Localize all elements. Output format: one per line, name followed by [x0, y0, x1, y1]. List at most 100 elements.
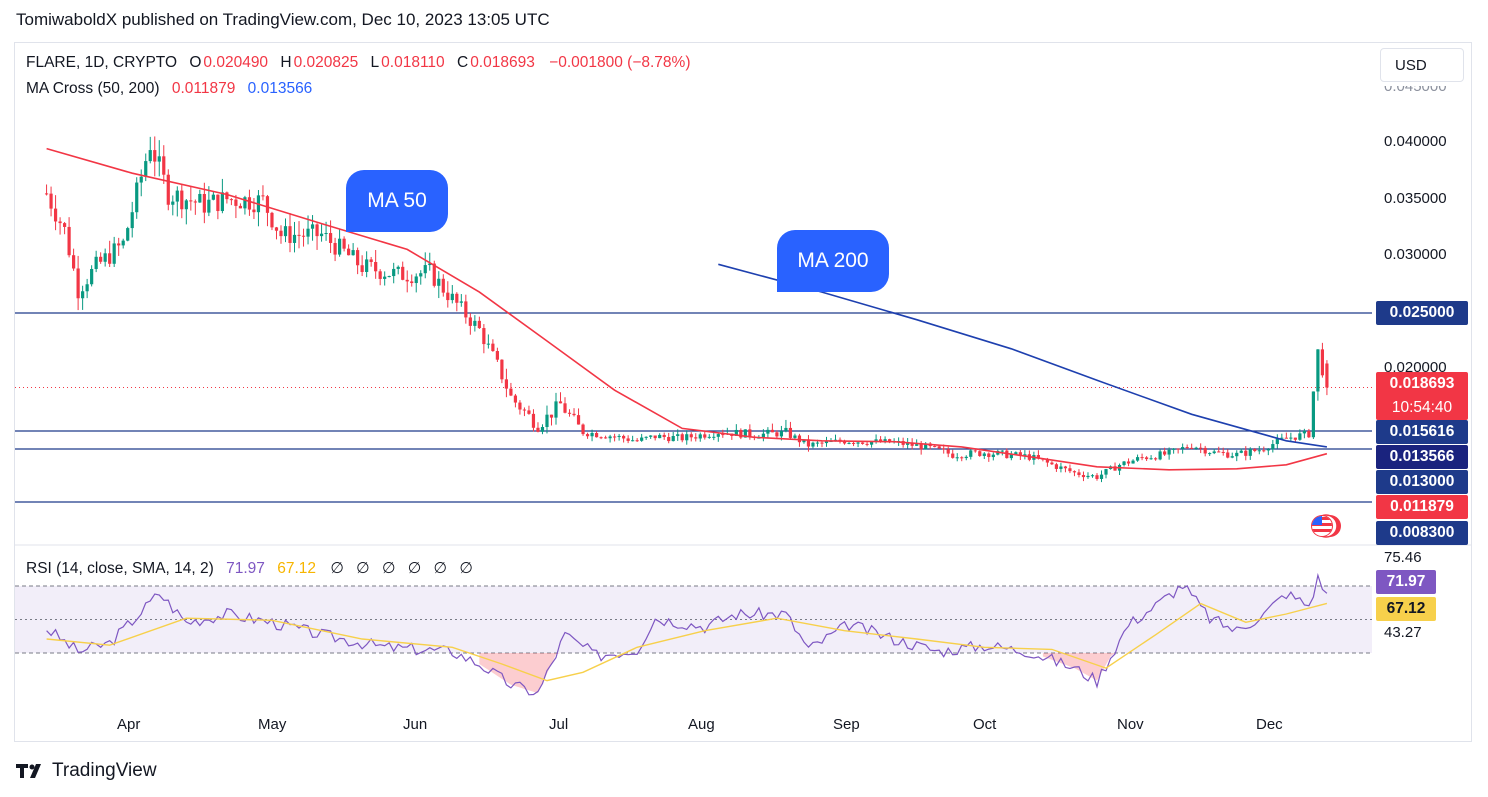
us-flag-icon[interactable]	[1310, 512, 1342, 540]
candle-body	[1140, 457, 1144, 459]
symbol-label[interactable]: FLARE, 1D, CRYPTO	[26, 54, 178, 71]
rsi-extra-values: ∅ ∅ ∅ ∅ ∅ ∅	[330, 560, 477, 577]
candle-body	[1226, 452, 1230, 458]
candle-body	[915, 444, 919, 446]
candle-body	[1135, 457, 1140, 461]
ma200-callout: MA 200	[777, 230, 889, 292]
candle-body	[1158, 451, 1162, 460]
candle-body	[62, 223, 67, 227]
candle-body	[1149, 458, 1153, 460]
candle-body	[1018, 452, 1022, 456]
candle-body	[369, 259, 373, 263]
candle-body	[1230, 456, 1234, 458]
rsi-upper-band: 75.46	[1384, 549, 1422, 566]
candle-body	[419, 273, 423, 277]
low-label: L	[370, 54, 380, 71]
candle-body	[90, 268, 94, 285]
candle-body	[603, 437, 608, 439]
last-price-tag: 0.018693 10:54:40	[1376, 372, 1468, 420]
candle-body	[1194, 447, 1198, 449]
candle-body	[549, 414, 554, 418]
candle-body	[1253, 449, 1257, 452]
candle-body	[689, 434, 693, 438]
rsi-label[interactable]: RSI (14, close, SMA, 14, 2)	[26, 560, 214, 577]
candle-body	[153, 150, 157, 162]
candle-body	[987, 453, 991, 458]
candle-body	[1271, 444, 1275, 450]
ma50-legend-value: 0.011879	[171, 80, 236, 97]
candle-body	[581, 424, 585, 435]
candle-body	[842, 441, 847, 444]
currency-button[interactable]: USD	[1380, 48, 1464, 82]
candle-body	[171, 201, 175, 205]
candle-body	[1131, 460, 1135, 464]
candle-body	[301, 235, 306, 237]
rsi-legend-value: 71.97	[226, 560, 265, 577]
candle-body	[1154, 458, 1158, 460]
candle-body	[234, 199, 238, 206]
candle-body	[207, 199, 211, 213]
candle-body	[216, 194, 220, 212]
candle-body	[486, 343, 490, 345]
candle-body	[964, 456, 968, 459]
candle-body	[437, 278, 441, 286]
candle-body	[860, 442, 865, 444]
ma200-line	[718, 263, 1328, 448]
candle-body	[770, 429, 774, 433]
candle-body	[1244, 450, 1248, 456]
candle-body	[211, 194, 215, 200]
candle-body	[536, 427, 540, 432]
candle-body	[414, 276, 418, 284]
candle-body	[685, 434, 689, 441]
candle-body	[978, 451, 982, 456]
candle-body	[540, 427, 545, 432]
candle-body	[1307, 430, 1311, 438]
candle-body	[617, 435, 621, 437]
candle-body	[1275, 438, 1279, 445]
candle-body	[1248, 449, 1252, 456]
candle-body	[283, 226, 288, 237]
candle-body	[734, 429, 738, 436]
candle-body	[428, 263, 432, 266]
candle-body	[477, 320, 481, 329]
candle-body	[653, 435, 657, 439]
candle-body	[585, 434, 590, 437]
candle-body	[518, 402, 522, 410]
candle-body	[779, 431, 784, 437]
ma50-callout: MA 50	[346, 170, 448, 232]
candle-body	[130, 212, 134, 229]
candle-body	[374, 262, 378, 272]
candle-body	[1077, 472, 1081, 476]
price-tick-top-partial: 0.045000	[1384, 78, 1447, 95]
candle-body	[347, 248, 351, 256]
price-tick: 0.035000	[1384, 190, 1447, 207]
candle-body	[531, 413, 536, 428]
ma-cross-label[interactable]: MA Cross (50, 200)	[26, 80, 160, 97]
candle-body	[1050, 462, 1054, 465]
candle-body	[942, 448, 946, 450]
candle-body	[671, 436, 675, 442]
candle-body	[387, 276, 391, 278]
tradingview-brand[interactable]: TradingView	[16, 760, 157, 782]
hline-tag-015616: 0.015616	[1376, 420, 1468, 444]
candle-body	[955, 457, 959, 459]
candle-body	[117, 243, 121, 246]
candle-body	[644, 436, 648, 438]
candle-body	[563, 403, 567, 413]
candle-body	[991, 454, 995, 458]
candle-body	[108, 253, 112, 264]
candle-body	[112, 243, 116, 264]
candle-body	[869, 441, 874, 445]
candle-body	[1212, 451, 1216, 454]
time-label: Nov	[1117, 716, 1144, 733]
candle-body	[310, 224, 315, 229]
candle-body	[761, 433, 765, 438]
candle-body	[973, 450, 977, 452]
candle-body	[1235, 452, 1239, 457]
candle-body	[157, 156, 161, 162]
candle-body	[405, 279, 409, 282]
candle-body	[446, 292, 450, 301]
candle-body	[883, 439, 887, 443]
bar-countdown: 10:54:40	[1391, 399, 1453, 416]
